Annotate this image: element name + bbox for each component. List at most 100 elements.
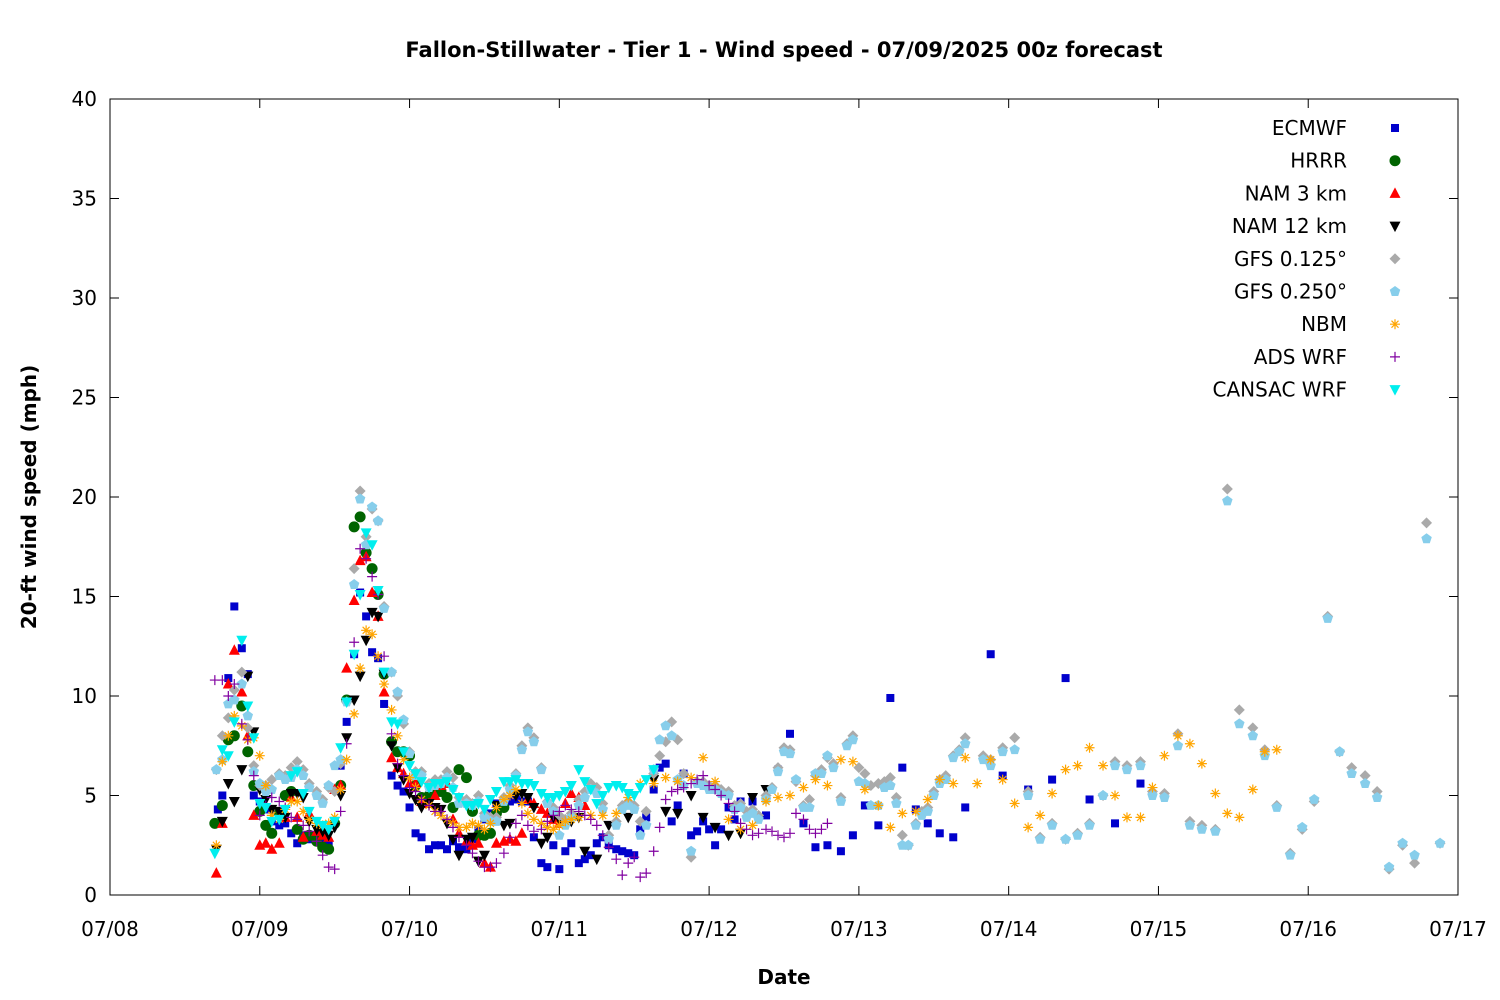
data-point bbox=[961, 803, 970, 812]
legend-marker bbox=[1391, 124, 1399, 132]
data-point bbox=[1234, 812, 1245, 823]
data-point bbox=[784, 748, 796, 759]
data-point bbox=[666, 730, 677, 741]
data-point bbox=[1421, 517, 1433, 529]
data-point bbox=[368, 648, 377, 657]
data-point bbox=[1222, 808, 1233, 819]
data-point bbox=[466, 832, 478, 844]
data-point bbox=[622, 812, 634, 824]
data-point bbox=[209, 817, 221, 829]
data-point bbox=[1233, 704, 1245, 716]
data-point bbox=[555, 865, 564, 874]
data-point bbox=[542, 816, 553, 827]
data-point bbox=[535, 838, 547, 850]
data-point bbox=[535, 803, 547, 814]
data-point bbox=[747, 830, 758, 841]
data-point bbox=[960, 738, 971, 749]
data-point bbox=[835, 795, 847, 806]
data-point bbox=[266, 784, 277, 794]
data-point bbox=[1147, 790, 1158, 800]
data-point bbox=[378, 602, 390, 613]
data-point bbox=[741, 824, 752, 835]
data-point bbox=[735, 801, 746, 812]
data-point bbox=[1048, 775, 1057, 784]
data-point bbox=[565, 781, 577, 792]
data-point bbox=[790, 774, 802, 785]
data-point bbox=[228, 644, 240, 655]
data-point bbox=[411, 829, 420, 838]
data-point bbox=[561, 847, 570, 856]
data-point bbox=[335, 743, 347, 754]
data-point bbox=[1135, 812, 1146, 823]
data-point bbox=[354, 511, 366, 523]
data-point bbox=[624, 849, 633, 858]
data-point bbox=[1121, 764, 1133, 775]
y-tick-label: 35 bbox=[72, 187, 97, 211]
data-point bbox=[522, 808, 533, 819]
data-point bbox=[634, 829, 646, 840]
data-point bbox=[554, 820, 565, 831]
data-point bbox=[660, 720, 671, 731]
data-point bbox=[484, 827, 496, 839]
data-point bbox=[223, 730, 234, 741]
data-point bbox=[266, 816, 278, 828]
data-point bbox=[1061, 674, 1070, 683]
data-point bbox=[753, 813, 764, 824]
data-point bbox=[292, 814, 303, 825]
data-point bbox=[355, 663, 366, 674]
data-point bbox=[505, 797, 514, 806]
data-point bbox=[291, 767, 303, 778]
data-point bbox=[380, 699, 389, 708]
data-point bbox=[766, 784, 778, 794]
data-point bbox=[229, 710, 240, 721]
data-point bbox=[753, 828, 764, 839]
data-point bbox=[323, 830, 335, 842]
data-point bbox=[1409, 849, 1420, 860]
data-point bbox=[536, 818, 547, 829]
data-point bbox=[635, 872, 646, 883]
data-point bbox=[903, 839, 914, 850]
data-point bbox=[348, 649, 360, 661]
data-point bbox=[1009, 732, 1021, 744]
data-point bbox=[836, 847, 845, 856]
data-point bbox=[580, 855, 589, 864]
data-point bbox=[666, 786, 677, 797]
data-point bbox=[698, 752, 709, 763]
data-point bbox=[634, 783, 646, 794]
data-point bbox=[573, 806, 584, 817]
data-point bbox=[586, 851, 595, 860]
data-point bbox=[287, 829, 296, 838]
data-point bbox=[747, 792, 759, 804]
data-point bbox=[762, 811, 771, 820]
data-point bbox=[472, 798, 484, 810]
data-point bbox=[410, 769, 422, 780]
data-point bbox=[1196, 823, 1208, 834]
data-point bbox=[565, 787, 577, 799]
data-point bbox=[447, 822, 458, 833]
data-point bbox=[1359, 770, 1371, 782]
data-point bbox=[698, 770, 709, 781]
data-point bbox=[416, 777, 428, 788]
data-point bbox=[398, 754, 409, 765]
data-point bbox=[291, 823, 303, 835]
x-tick-label: 07/09 bbox=[231, 917, 289, 941]
data-point bbox=[723, 830, 735, 842]
data-point bbox=[349, 708, 360, 719]
data-point bbox=[528, 814, 539, 825]
data-point bbox=[1271, 801, 1282, 812]
legend-label: GFS 0.125° bbox=[1234, 247, 1347, 271]
data-point bbox=[549, 841, 558, 850]
y-tick-label: 20 bbox=[72, 485, 97, 509]
data-point bbox=[441, 777, 453, 788]
data-point bbox=[642, 813, 651, 822]
data-point bbox=[1172, 740, 1184, 751]
data-point bbox=[504, 790, 515, 801]
data-point bbox=[816, 768, 827, 779]
data-point bbox=[1046, 819, 1058, 830]
data-point bbox=[425, 845, 434, 854]
data-point bbox=[860, 801, 869, 810]
data-point bbox=[823, 841, 832, 850]
y-tick-label: 30 bbox=[72, 286, 97, 310]
data-point bbox=[404, 761, 416, 772]
data-point bbox=[672, 808, 684, 820]
